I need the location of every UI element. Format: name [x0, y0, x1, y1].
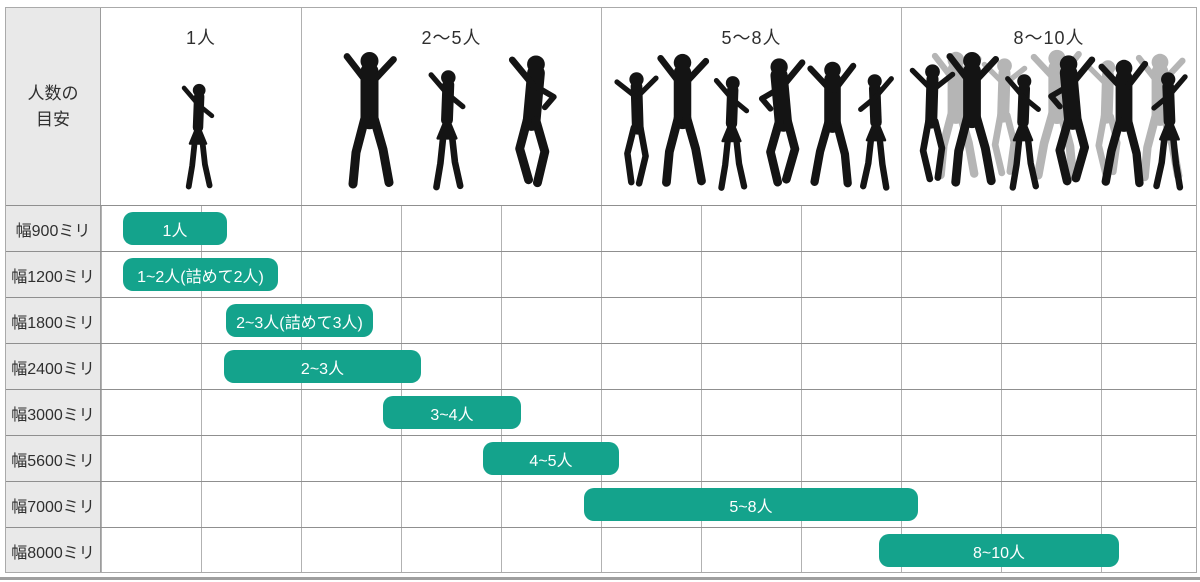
table-row: 幅900ミリ 1人	[6, 206, 1196, 252]
row-width-label: 幅8000ミリ	[6, 528, 101, 572]
header-col-label: 1人	[185, 28, 216, 48]
dancers-crowd-icon	[899, 47, 1197, 199]
capacity-bar-label: 3~4人	[430, 406, 474, 424]
capacity-bar: 1人	[123, 212, 227, 245]
table-row: 幅7000ミリ 5~8人	[6, 482, 1196, 528]
capacity-bar: 4~5人	[483, 442, 619, 475]
table-row: 幅1200ミリ 1~2人(詰めて2人)	[6, 252, 1196, 298]
header-col-label: 8〜10人	[1013, 28, 1085, 48]
dancers-trio-icon	[332, 47, 572, 199]
row-width-label: 幅5600ミリ	[6, 436, 101, 481]
header-col-1person: 1人	[101, 8, 301, 205]
table-row: 幅1800ミリ 2~3人(詰めて3人)	[6, 298, 1196, 344]
row-track: 1~2人(詰めて2人)	[101, 252, 1196, 297]
header-col-5to8: 5〜8人	[601, 8, 901, 205]
row-width-label: 幅7000ミリ	[6, 482, 101, 527]
row-track: 2~3人	[101, 344, 1196, 389]
table-row: 幅8000ミリ 8~10人	[6, 528, 1196, 572]
capacity-bar: 2~3人(詰めて3人)	[226, 304, 373, 337]
row-width-label: 幅1800ミリ	[6, 298, 101, 343]
row-track: 2~3人(詰めて3人)	[101, 298, 1196, 343]
capacity-bar: 2~3人	[224, 350, 421, 383]
capacity-bar-label: 8~10人	[972, 544, 1026, 562]
row-track: 3~4人	[101, 390, 1196, 435]
table-body: 幅900ミリ 1人 幅1200ミリ 1~2人(詰めて2人) 幅1800ミリ 2~…	[6, 206, 1196, 572]
row-width-label: 幅900ミリ	[6, 206, 101, 251]
table-row: 幅2400ミリ 2~3人	[6, 344, 1196, 390]
capacity-bar-label: 4~5人	[529, 452, 573, 470]
capacity-bar: 1~2人(詰めて2人)	[123, 258, 278, 291]
dancer-single-icon	[169, 81, 233, 199]
capacity-bar-label: 2~3人	[300, 360, 345, 378]
header-col-8to10: 8〜10人	[901, 8, 1196, 205]
capacity-bar: 3~4人	[383, 396, 521, 429]
row-width-label: 幅2400ミリ	[6, 344, 101, 389]
capacity-bar: 5~8人	[584, 488, 918, 521]
row-track: 1人	[101, 206, 1196, 251]
corner-header-cell: 人数の 目安	[6, 8, 101, 205]
row-track: 5~8人	[101, 482, 1196, 527]
table-row: 幅5600ミリ 4~5人	[6, 436, 1196, 482]
row-width-label: 幅1200ミリ	[6, 252, 101, 297]
table-row: 幅3000ミリ 3~4人	[6, 390, 1196, 436]
table-header-row: 人数の 目安 1人 2〜5人 5〜8人	[6, 8, 1196, 206]
capacity-bar-label: 1~2人(詰めて2人)	[137, 268, 264, 286]
row-width-label: 幅3000ミリ	[6, 390, 101, 435]
bottom-divider	[0, 577, 1200, 580]
capacity-bar-label: 5~8人	[729, 498, 773, 516]
dancers-group-icon	[604, 51, 900, 199]
header-col-label: 5〜8人	[721, 28, 782, 48]
header-col-2to5: 2〜5人	[301, 8, 601, 205]
capacity-bar-label: 2~3人(詰めて3人)	[236, 314, 363, 332]
row-track: 4~5人	[101, 436, 1196, 481]
header-col-label: 2〜5人	[421, 28, 482, 48]
capacity-bar-label: 1人	[162, 222, 188, 240]
capacity-table: 人数の 目安 1人 2〜5人 5〜8人	[5, 7, 1197, 573]
capacity-bar: 8~10人	[879, 534, 1119, 567]
row-track: 8~10人	[101, 528, 1196, 572]
